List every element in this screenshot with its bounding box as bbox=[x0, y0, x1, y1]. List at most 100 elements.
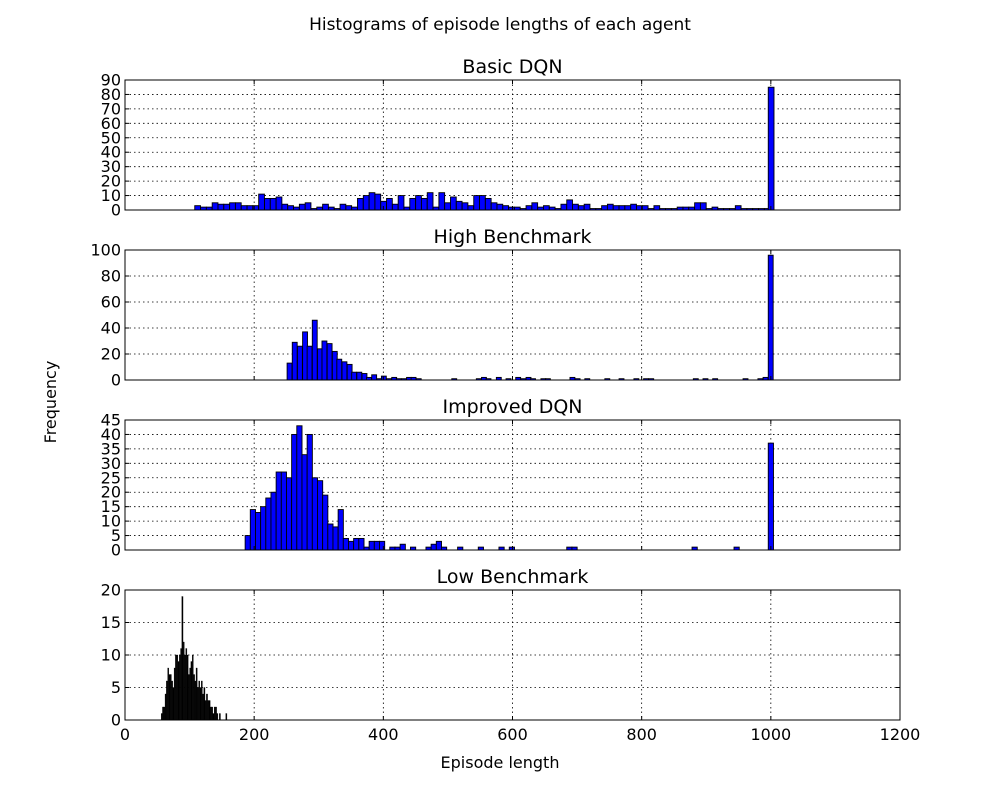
figure-suptitle: Histograms of episode lengths of each ag… bbox=[309, 15, 691, 35]
histogram-bar bbox=[531, 202, 539, 211]
histogram-bar bbox=[358, 537, 365, 551]
histogram-bar bbox=[188, 674, 190, 721]
histogram-bar bbox=[265, 497, 272, 551]
histogram-bar bbox=[618, 205, 626, 211]
histogram-bar bbox=[379, 540, 386, 551]
histogram-bar bbox=[185, 648, 188, 721]
histogram-bar bbox=[339, 203, 347, 211]
histogram-bar bbox=[502, 205, 510, 211]
panel-title: Low Benchmark bbox=[437, 566, 589, 588]
histogram-bar bbox=[362, 195, 370, 211]
histogram-bar bbox=[734, 205, 742, 211]
histogram-bar bbox=[194, 680, 197, 721]
x-axis-label: Episode length bbox=[441, 753, 560, 772]
histogram-bar bbox=[694, 202, 701, 211]
histogram-bar bbox=[353, 537, 360, 551]
histogram-bar bbox=[255, 511, 262, 551]
histogram-bar bbox=[444, 202, 451, 211]
histogram-bar bbox=[211, 706, 213, 721]
histogram-bar bbox=[543, 205, 550, 211]
histogram-bar bbox=[186, 654, 189, 721]
y-tick-label: 15 bbox=[101, 497, 121, 516]
histogram-bar bbox=[397, 195, 405, 211]
histogram-bar bbox=[270, 491, 277, 551]
histogram-bar bbox=[203, 687, 206, 721]
histogram-bar bbox=[467, 205, 475, 211]
y-tick-label: 80 bbox=[101, 267, 121, 286]
histogram-bar bbox=[189, 667, 191, 721]
histogram-bar bbox=[219, 713, 221, 721]
y-tick-label: 10 bbox=[101, 646, 121, 665]
histogram-bar bbox=[641, 205, 649, 211]
histogram-bar bbox=[281, 203, 289, 211]
y-tick-label: 30 bbox=[101, 454, 121, 473]
histogram-bar bbox=[234, 202, 242, 211]
histogram-bar bbox=[269, 197, 277, 211]
x-tick-label: 1000 bbox=[750, 725, 791, 744]
panel-title: Basic DQN bbox=[462, 56, 562, 78]
histogram-bar bbox=[287, 205, 294, 211]
histogram-bar bbox=[566, 199, 573, 211]
histogram-bar bbox=[699, 202, 707, 211]
histogram-bar bbox=[204, 700, 207, 721]
histogram-bar bbox=[298, 203, 306, 211]
histogram-bar bbox=[630, 203, 637, 211]
histogram-bar bbox=[336, 358, 343, 381]
histogram-bar bbox=[455, 200, 463, 211]
histogram-bar bbox=[192, 654, 194, 721]
y-tick-label: 90 bbox=[101, 71, 121, 90]
histogram-bar bbox=[479, 195, 486, 211]
histogram-bar bbox=[286, 477, 293, 551]
histogram-bar bbox=[311, 477, 318, 551]
y-tick-label: 25 bbox=[101, 468, 121, 487]
histogram-bar bbox=[351, 371, 358, 381]
histogram-bar bbox=[244, 535, 251, 551]
histogram-bar bbox=[371, 374, 378, 381]
histogram-bar bbox=[767, 86, 775, 211]
histogram-bar bbox=[296, 425, 303, 551]
y-tick-label: 40 bbox=[101, 143, 121, 162]
histogram-bar bbox=[199, 687, 202, 721]
histogram-bar bbox=[182, 641, 185, 721]
histogram-bar bbox=[260, 506, 267, 551]
histogram-bar bbox=[296, 345, 303, 381]
y-tick-label: 60 bbox=[101, 293, 121, 312]
histogram-bar bbox=[217, 203, 225, 211]
histogram-bar bbox=[211, 202, 219, 211]
histogram-bar bbox=[212, 713, 215, 721]
histogram-bar bbox=[179, 654, 181, 721]
histogram-bar bbox=[357, 197, 364, 211]
y-axis-label: Frequency bbox=[41, 361, 60, 444]
x-tick-label: 600 bbox=[497, 725, 528, 744]
histogram-bar bbox=[225, 713, 228, 721]
y-tick-label: 0 bbox=[111, 711, 121, 730]
histogram-bar bbox=[577, 205, 585, 211]
y-tick-label: 10 bbox=[101, 186, 121, 205]
y-tick-label: 20 bbox=[101, 345, 121, 364]
histogram-bar bbox=[496, 203, 504, 211]
histogram-bar bbox=[190, 661, 193, 721]
histogram-bar bbox=[246, 205, 254, 211]
y-tick-label: 80 bbox=[101, 85, 121, 104]
histogram-bar bbox=[167, 667, 169, 721]
histogram-bar bbox=[291, 341, 298, 381]
y-tick-label: 10 bbox=[101, 512, 121, 531]
histogram-bar bbox=[229, 202, 236, 211]
y-tick-label: 30 bbox=[101, 157, 121, 176]
histogram-bar bbox=[461, 202, 469, 211]
histogram-bar bbox=[301, 454, 308, 551]
histogram-bar bbox=[420, 197, 428, 211]
panel-title: High Benchmark bbox=[434, 226, 592, 248]
histogram-bar bbox=[164, 693, 167, 721]
histogram-bar bbox=[399, 543, 406, 551]
y-tick-label: 20 bbox=[101, 581, 121, 600]
histogram-bar bbox=[177, 661, 180, 721]
y-tick-label: 60 bbox=[101, 114, 121, 133]
histogram-bar bbox=[317, 480, 324, 551]
histogram-bar bbox=[572, 203, 579, 211]
